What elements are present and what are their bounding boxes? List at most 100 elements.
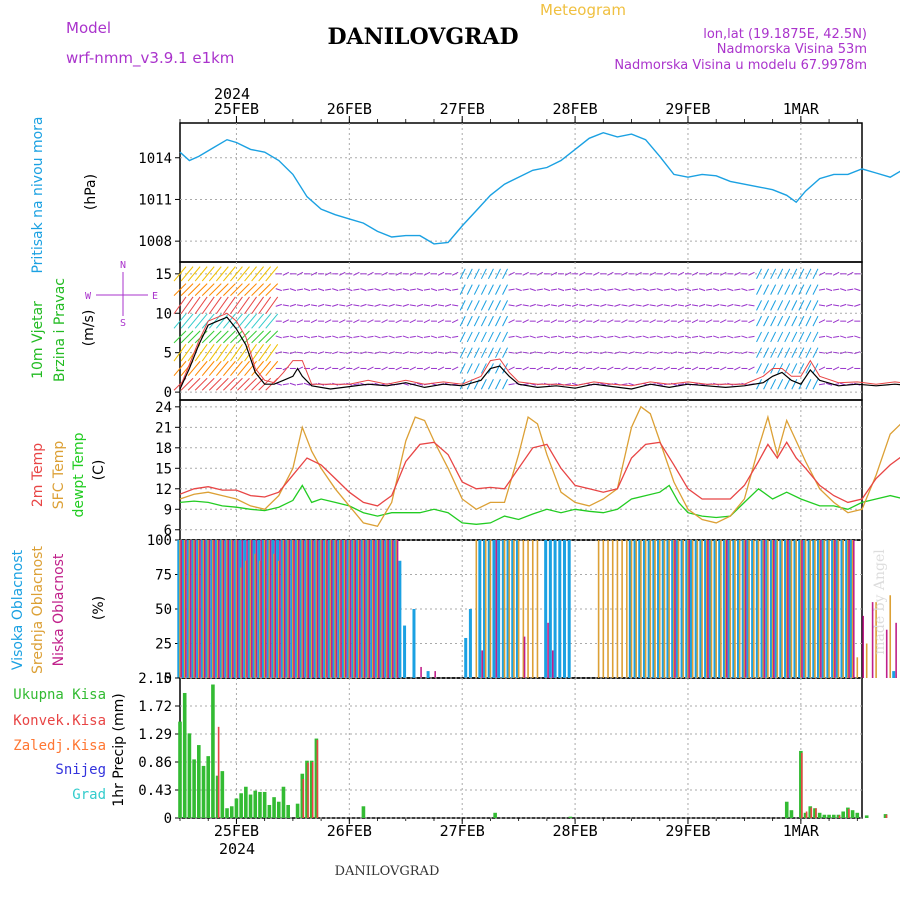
wind-vector: [339, 366, 346, 371]
wind-vector: [332, 351, 339, 355]
compass-w: W: [85, 291, 92, 302]
wind-vector: [388, 303, 395, 307]
wind-vector: [642, 351, 649, 355]
wind-vector: [289, 303, 297, 307]
wind-vector: [409, 304, 416, 307]
wind-vector: [430, 288, 438, 292]
bottom-day-label: 29FEB: [665, 822, 710, 840]
wind-vector: [798, 331, 805, 343]
precip-bar: [253, 790, 258, 818]
wind-vector: [529, 303, 536, 307]
wind-vector: [180, 377, 194, 391]
wind-vector: [784, 379, 791, 390]
temp-label-dew: dewpt Temp: [71, 432, 87, 517]
wind-vector: [332, 288, 339, 292]
wind-unit: (m/s): [81, 310, 97, 347]
wind-vector: [296, 351, 304, 354]
wind-vector: [770, 347, 777, 358]
wind-vector: [466, 268, 473, 280]
wind-vector: [522, 319, 529, 324]
wind-vector: [756, 363, 762, 374]
wind-vector: [734, 366, 741, 371]
wind-vector: [282, 383, 289, 386]
wind-vector: [480, 268, 487, 280]
wind-vector: [677, 383, 684, 386]
precip-bar: [316, 739, 319, 818]
wind-vector: [536, 304, 543, 307]
wind-vector: [395, 288, 402, 291]
wind-vector: [215, 296, 229, 315]
wind-vector: [529, 288, 536, 292]
wind-vector: [649, 366, 656, 371]
wind-vector: [296, 304, 304, 307]
wind-vector: [593, 288, 600, 291]
wind-vector: [832, 319, 840, 324]
wind-vector: [452, 351, 459, 354]
wind-vector: [310, 271, 318, 276]
wind-vector: [381, 366, 388, 371]
precip-bar: [831, 814, 836, 818]
wind-vector: [663, 288, 670, 291]
y-tick-label: 1.72: [138, 699, 172, 715]
wind-vector: [550, 335, 558, 338]
wind-vector: [381, 304, 388, 307]
wind-vector: [756, 268, 762, 280]
wind-vector: [663, 366, 671, 371]
wind-vector: [237, 296, 250, 315]
wind-vector: [502, 315, 508, 327]
precip-bar: [808, 806, 813, 818]
wind-vector: [763, 315, 770, 327]
wind-vector: [706, 304, 713, 307]
wind-vector: [265, 330, 279, 344]
precip-bar: [262, 791, 267, 818]
wind-vector: [508, 288, 515, 291]
wind-vector: [265, 283, 279, 296]
wind-vector: [423, 319, 431, 324]
wind-vector: [317, 288, 325, 292]
sfc-temp-line: [179, 405, 900, 528]
wind-vector: [791, 300, 798, 311]
wind-vector: [763, 300, 770, 311]
wind-vector: [756, 331, 762, 343]
wind-vector: [416, 351, 424, 355]
wind-vector: [416, 335, 424, 339]
wind-vector: [208, 377, 222, 391]
y-tick-label: 21: [155, 420, 172, 436]
legend-freezing: Zaledj.Kisa: [13, 738, 106, 754]
wind-vector: [727, 351, 734, 355]
top-day-label: 25FEB: [214, 100, 259, 118]
bottom-day-label: 26FEB: [327, 822, 372, 840]
bottom-day-label: 27FEB: [440, 822, 485, 840]
wind-vector: [208, 360, 222, 376]
wind-vector: [466, 284, 473, 295]
wind-vector: [237, 360, 250, 376]
y-tick-label: 1008: [138, 234, 172, 250]
wind-vector: [825, 288, 833, 292]
precip-bar: [817, 812, 822, 818]
wind-vector: [223, 377, 236, 391]
wind-vector: [265, 360, 279, 376]
precip-bar: [244, 786, 248, 818]
wind-vector: [289, 288, 297, 292]
wind-vector: [812, 268, 819, 280]
wind-vector: [258, 330, 272, 344]
wind-vector: [798, 315, 805, 327]
wind-vector: [324, 319, 332, 324]
wind-vector: [215, 313, 229, 329]
wind-vector: [734, 335, 741, 338]
wind-vector: [353, 288, 360, 291]
wind-vector: [818, 271, 826, 276]
wind-vector: [791, 363, 798, 374]
wind-vector: [586, 288, 593, 292]
wind-vector: [522, 271, 529, 276]
wind-vector: [508, 351, 515, 354]
wind-vector: [208, 296, 222, 315]
precip-bar: [805, 811, 808, 818]
wind-vector: [487, 331, 494, 343]
legend-convective: Konvek.Kisa: [13, 713, 106, 729]
y-tick-label: 100: [147, 533, 172, 549]
wind-vector: [756, 347, 762, 358]
precip-bar: [178, 721, 182, 818]
wind-vector: [444, 351, 452, 355]
wind-vector: [502, 347, 508, 358]
